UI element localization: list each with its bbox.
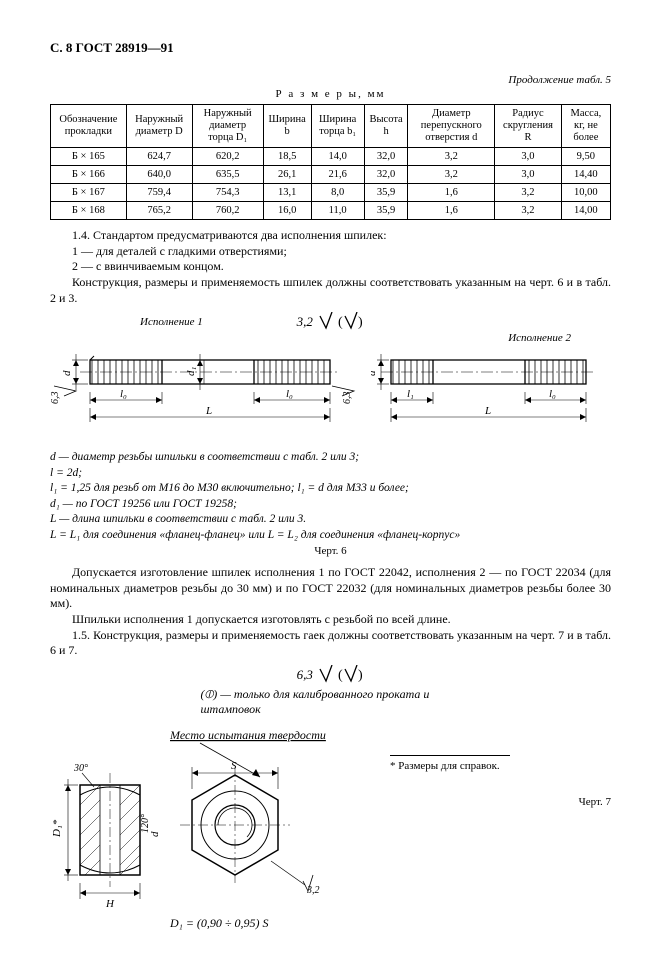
svg-text:l₀: l₀ <box>549 388 556 400</box>
svg-text:d: d <box>371 370 378 376</box>
col-4: Ширина торца b₁ <box>311 105 364 148</box>
svg-text:d: d <box>149 831 161 837</box>
table-row: Б × 167759,4754,313,18,035,91,63,210,00 <box>51 184 611 202</box>
figure-7: Место испытания твердости <box>50 725 611 935</box>
fig7-roughness: 6,3 ( ) <box>50 665 611 683</box>
svg-text:Место испытания твердости: Место испытания твердости <box>169 728 326 742</box>
fig6-caption: Черт. 6 <box>50 545 611 557</box>
svg-text:): ) <box>358 668 363 683</box>
fig7-note-calibr: (⦶) — только для калиброванного проката … <box>201 687 461 717</box>
exec2-label: Исполнение 2 <box>364 332 571 344</box>
col-2: Наружный диаметр торца D₁ <box>192 105 263 148</box>
fig6-right-svg: d l₁ l₀ L <box>371 332 611 442</box>
table5-continuation: Продолжение табл. 5 <box>50 74 611 86</box>
table-row: Б × 168765,2760,216,011,035,91,63,214,00 <box>51 202 611 220</box>
col-3: Ширина b <box>263 105 311 148</box>
fig7-svg: Место испытания твердости <box>50 725 370 935</box>
table5-dimensions-label: Р а з м е р ы, мм <box>50 88 611 100</box>
p1-4-l3: Конструкция, размеры и применяемость шпи… <box>50 275 611 306</box>
svg-text:L: L <box>205 405 212 417</box>
table5-body: Б × 165624,7620,218,514,032,03,23,09,50 … <box>51 148 611 220</box>
footnote-rule <box>390 755 510 756</box>
table5: Обозначение прокладки Наружный диаметр D… <box>50 104 611 220</box>
table-row: Б × 165624,7620,218,514,032,03,23,09,50 <box>51 148 611 166</box>
col-7: Радиус скругления R <box>495 105 562 148</box>
svg-text:d₁: d₁ <box>185 367 197 377</box>
svg-text:(: ( <box>338 315 343 330</box>
svg-text:S: S <box>231 760 237 772</box>
col-5: Высота h <box>364 105 408 148</box>
p1-4-l2: 2 — с ввинчиваемым концом. <box>50 259 611 275</box>
svg-text:D₁*: D₁* <box>51 819 63 838</box>
svg-text:l₀: l₀ <box>286 388 293 400</box>
col-0: Обозначение прокладки <box>51 105 127 148</box>
p-after6-l1: Допускается изготовление шпилек исполнен… <box>50 565 611 612</box>
page-header: С. 8 ГОСТ 28919—91 <box>50 40 611 56</box>
svg-text:): ) <box>358 315 363 330</box>
col-1: Наружный диаметр D <box>126 105 192 148</box>
p-after6-l2: Шпильки исполнения 1 допускается изготов… <box>50 612 611 628</box>
svg-text:30°: 30° <box>73 763 88 774</box>
fig7-footnote: * Размеры для справок. <box>390 760 611 772</box>
fig6-defs: d — диаметр резьбы шпильки в соответстви… <box>50 450 611 543</box>
table5-header-row: Обозначение прокладки Наружный диаметр D… <box>51 105 611 148</box>
svg-text:120°: 120° <box>140 814 151 833</box>
svg-text:(: ( <box>338 668 343 683</box>
svg-text:L: L <box>484 405 491 417</box>
fig7-caption: Черт. 7 <box>390 796 611 808</box>
p1-4-lead: 1.4. Стандартом предусматриваются два ис… <box>50 228 611 244</box>
fig6-left-svg: d d₁ l₀ l₀ L 6,3 6,3 <box>50 332 360 442</box>
svg-text:l₀: l₀ <box>120 388 127 400</box>
svg-text:H: H <box>105 898 115 910</box>
svg-text:D₁ = (0,90 ÷ 0,95) S: D₁ = (0,90 ÷ 0,95) S <box>169 916 269 930</box>
p1-4-l1: 1 — для деталей с гладкими отверстиями; <box>50 244 611 260</box>
svg-text:6,3: 6,3 <box>50 392 61 405</box>
p-after6-l3: 1.5. Конструкция, размеры и применяемост… <box>50 628 611 659</box>
col-6: Диаметр перепускного отверстия d <box>408 105 495 148</box>
svg-text:d: d <box>61 370 73 376</box>
col-8: Масса, кг, не более <box>561 105 610 148</box>
table-row: Б × 166640,0635,526,121,632,03,23,014,40 <box>51 166 611 184</box>
svg-text:l₁: l₁ <box>407 388 414 400</box>
